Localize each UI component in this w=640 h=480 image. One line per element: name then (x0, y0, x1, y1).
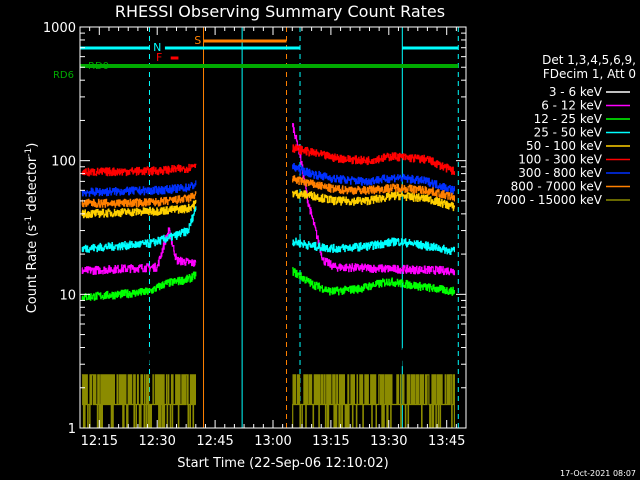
legend-entry-label: 100 - 300 keV (518, 153, 602, 167)
s-flag-label: S (194, 34, 201, 47)
series-100-300-kev-pre (81, 163, 197, 177)
legend-header-line-1: Det 1,3,4,5,6,9, (542, 53, 636, 67)
x-tick-label: 12:45 (196, 434, 233, 449)
legend-header-line-2: FDecim 1, Att 0 (543, 67, 636, 81)
legend-entry-label: 3 - 6 keV (549, 85, 603, 99)
rd0-flag-label: RD0 (88, 61, 109, 72)
series-3-6-kev-post (292, 132, 455, 369)
timestamp: 17-Oct-2021 08:07 (560, 469, 636, 478)
legend-entry-label: 7000 - 15000 keV (495, 193, 602, 207)
chart-series (81, 123, 455, 428)
y-tick-label: 1 (68, 422, 76, 437)
x-tick-label: 13:00 (254, 434, 291, 449)
x-tick-label: 12:15 (81, 434, 118, 449)
series-7000-15000-kev-post (292, 374, 455, 428)
series-300-800-kev-post (292, 163, 455, 195)
y-axis-label-part: ) (25, 143, 40, 148)
legend-entry-label: 12 - 25 keV (534, 112, 603, 126)
series-800-7000-kev-post (292, 175, 455, 202)
series-800-7000-kev-pre (81, 191, 197, 208)
n-flag-label: N (153, 41, 161, 54)
series-50-100-kev-post (292, 189, 455, 212)
plot-area (79, 27, 459, 428)
series-6-12-kev-pre (81, 227, 197, 275)
y-tick-label: 1000 (43, 21, 76, 36)
series-3-6-kev-pre (81, 268, 197, 371)
x-axis-label: Start Time (22-Sep-06 12:10:02) (177, 456, 388, 471)
chart-title: RHESSI Observing Summary Count Rates (115, 2, 445, 21)
series-300-800-kev-pre (81, 180, 197, 197)
f-flag-label: F (156, 51, 162, 64)
x-tick-label: 13:30 (370, 434, 407, 449)
x-axis: 12:15 12:30 12:45 13:00 13:15 13:30 13:45 (79, 27, 467, 449)
legend-entry-label: 300 - 800 keV (518, 166, 602, 180)
y-axis-label-sup: -1 (24, 148, 34, 157)
legend-entry-label: 800 - 7000 keV (511, 180, 603, 194)
series-25-50-kev-pre (81, 206, 197, 253)
y-axis-label-sup: -1 (24, 216, 34, 225)
y-axis-label-part: Count Rate (s (25, 225, 40, 314)
y-axis-label: Count Rate (s-1 detector-1) (24, 143, 40, 314)
y-axis-label-part: detector (25, 156, 40, 216)
y-tick-label: 100 (51, 155, 76, 170)
x-tick-label: 13:15 (312, 434, 349, 449)
series-7000-15000-kev-pre (81, 374, 196, 428)
data-gap (198, 27, 293, 428)
rd6-flag-label: RD6 (53, 70, 74, 81)
x-tick-label: 13:45 (428, 434, 465, 449)
series-12-25-kev-post (292, 267, 455, 296)
state-flags: N S F RD0 RD6 (53, 34, 459, 81)
legend-entry-label: 6 - 12 keV (541, 99, 603, 113)
x-tick-label: 12:30 (138, 434, 175, 449)
series-50-100-kev-pre (81, 199, 197, 219)
y-tick-label: 10 (59, 288, 76, 303)
series-25-50-kev-post (292, 237, 455, 255)
legend-entry-label: 25 - 50 keV (534, 126, 603, 140)
series-12-25-kev-pre (81, 271, 197, 301)
legend-entry-label: 50 - 100 keV (526, 139, 603, 153)
series-100-300-kev-post (292, 144, 455, 175)
y-axis: 1 10 100 1000 (43, 21, 466, 437)
